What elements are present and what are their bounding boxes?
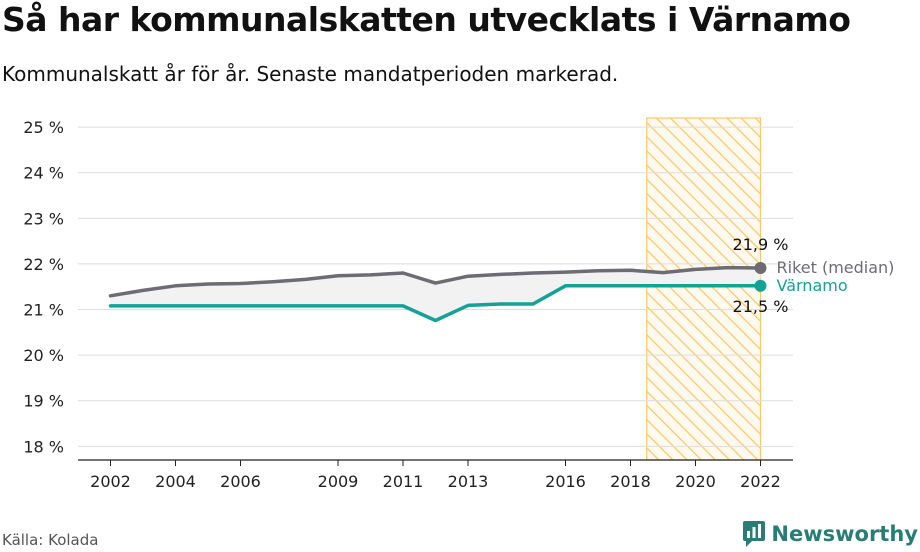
x-tick-label: 2018 (610, 472, 651, 491)
riket-median-line (108, 265, 763, 298)
x-tick-label: 2011 (383, 472, 424, 491)
y-tick-label: 21 % (23, 301, 64, 320)
varnamo-series-label: Värnamo (777, 276, 848, 295)
brand-logo-group: Newsworthy (743, 521, 918, 547)
y-tick-label: 18 % (23, 437, 64, 456)
riket-median-series-label: Riket (median) (777, 258, 895, 277)
x-tick-label: 2002 (90, 472, 131, 491)
y-tick-label: 19 % (23, 392, 64, 411)
y-tick-label: 23 % (23, 209, 64, 228)
x-tick-label: 2009 (318, 472, 359, 491)
source-note: Källa: Kolada (2, 531, 99, 549)
chart-title: Så har kommunalskatten utvecklats i Värn… (2, 0, 851, 39)
x-tick-label: 2013 (448, 472, 489, 491)
varnamo-end-marker (754, 279, 767, 292)
chart-subtitle: Kommunalskatt år för år. Senaste mandatp… (2, 62, 619, 86)
newsworthy-logo-icon (743, 521, 766, 547)
varnamo-value-label: 21,5 % (733, 297, 789, 316)
brand-name: Newsworthy (771, 522, 918, 546)
y-tick-label: 24 % (23, 164, 64, 183)
riket-median-value-label: 21,9 % (733, 235, 789, 254)
varnamo-line (108, 284, 763, 323)
y-tick-label: 20 % (23, 346, 64, 365)
highlight-period (646, 117, 762, 461)
x-tick-label: 2016 (545, 472, 586, 491)
riket-median-end-marker (754, 262, 767, 275)
y-tick-label: 25 % (23, 118, 64, 137)
x-tick-label: 2006 (220, 472, 261, 491)
x-tick-label: 2020 (675, 472, 716, 491)
area-between-series (110, 267, 761, 321)
x-tick-label: 2004 (155, 472, 196, 491)
x-tick-label: 2022 (740, 472, 781, 491)
y-tick-label: 22 % (23, 255, 64, 274)
